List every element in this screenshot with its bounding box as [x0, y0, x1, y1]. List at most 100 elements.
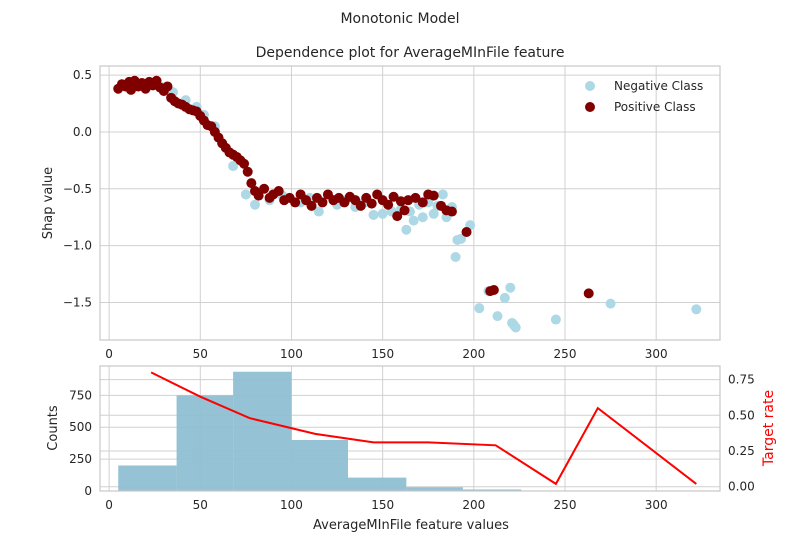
scatter-point: [550, 314, 561, 325]
histogram-bar: [348, 477, 407, 491]
scatter-point: [505, 282, 516, 293]
dependence-plot-grid: [100, 66, 720, 340]
histogram-bar: [233, 371, 292, 491]
y-tick-label: 250: [69, 452, 92, 466]
scatter-point: [250, 199, 260, 210]
x-tick-label: 300: [645, 498, 668, 512]
histogram-bar: [462, 489, 522, 491]
histogram-bar: [176, 395, 234, 491]
dependence-plot-frame: [99, 65, 721, 341]
scatter-point: [355, 200, 366, 211]
scatter-point: [273, 186, 284, 197]
x-tick-label: 200: [462, 498, 485, 512]
scatter-point: [510, 322, 521, 333]
scatter-point: [410, 192, 421, 203]
scatter-point: [240, 189, 251, 200]
scatter-point: [253, 190, 264, 201]
scatter-point: [313, 206, 324, 217]
scatter-point: [446, 206, 457, 217]
x-tick-label: 250: [554, 498, 577, 512]
scatter-point: [583, 288, 594, 299]
target-rate-line: [150, 371, 697, 486]
scatter-point: [428, 208, 439, 219]
x-tick-label: 300: [645, 347, 668, 361]
scatter-point: [228, 161, 239, 172]
y2-tick-label: 0.00: [728, 480, 755, 494]
scatter-point: [377, 208, 388, 219]
histogram-bar: [118, 465, 177, 491]
scatter-point: [417, 212, 428, 223]
dependence-plot-y-label: Shap value: [41, 167, 56, 239]
scatter-point: [499, 292, 510, 303]
histogram-y2-ticks: 0.00 0.25 0.50 0.75: [728, 373, 755, 494]
scatter-point: [450, 252, 461, 263]
x-tick-label: 150: [371, 498, 394, 512]
x-tick-label: 0: [105, 347, 113, 361]
legend-marker: [585, 102, 595, 112]
scatter-point: [605, 298, 616, 309]
scatter-point: [259, 183, 270, 194]
scatter-point: [246, 178, 257, 189]
y-tick-label: −1.5: [63, 295, 92, 309]
scatter-point: [317, 197, 328, 208]
y-tick-label: 0.0: [73, 125, 92, 139]
scatter-point: [290, 197, 301, 208]
histogram-x-ticks: 0 50 100 150 200 250 300: [105, 498, 667, 512]
y-tick-label: 0: [84, 484, 92, 498]
scatter-point: [383, 199, 394, 210]
scatter-point: [691, 304, 702, 315]
y-tick-label: 750: [69, 388, 92, 402]
scatter-point: [392, 211, 403, 222]
histogram-x-label: AverageMInFile feature values: [313, 518, 509, 533]
y2-tick-label: 0.25: [728, 444, 755, 458]
scatter-point: [306, 200, 317, 211]
y2-tick-label: 0.75: [728, 373, 755, 387]
x-tick-label: 100: [280, 347, 303, 361]
scatter-point: [488, 284, 499, 295]
x-tick-label: 0: [105, 498, 113, 512]
scatter-point: [239, 158, 250, 169]
histogram-plot: 0 50 100 150 200 250 300 0 250 500 750 0.00 0.25 0.…: [46, 365, 777, 533]
x-tick-label: 50: [193, 498, 208, 512]
figure-suptitle: Monotonic Model: [340, 11, 459, 27]
legend-label: Negative Class: [614, 79, 703, 93]
y-tick-label: −0.5: [63, 182, 92, 196]
histogram-y2-label: Target rate: [761, 390, 777, 467]
scatter-point: [474, 303, 485, 314]
scatter-point: [461, 226, 472, 237]
scatter-point: [366, 198, 377, 209]
scatter-point: [242, 166, 253, 177]
scatter-point: [388, 191, 399, 202]
scatter-point: [162, 81, 173, 92]
scatter-point: [428, 190, 439, 201]
legend-label: Positive Class: [614, 100, 696, 114]
dependence-plot-title: Dependence plot for AverageMInFile featu…: [256, 45, 565, 61]
legend-marker: [585, 81, 595, 91]
scatter-point: [401, 224, 412, 235]
dependence-plot-y-ticks: 0.5 0.0 −0.5 −1.0 −1.5: [63, 68, 92, 309]
histogram-y-label: Counts: [46, 405, 61, 451]
scatter-point: [399, 205, 410, 216]
histogram-y-ticks: 0 250 500 750: [69, 388, 92, 498]
histogram-bar: [291, 439, 348, 491]
y-tick-label: 0.5: [73, 68, 92, 82]
dependence-plot-points: [113, 75, 702, 333]
scatter-point: [456, 233, 467, 244]
scatter-point: [368, 209, 379, 220]
histogram-bars: [118, 371, 697, 491]
scatter-point: [492, 311, 503, 322]
x-tick-label: 50: [193, 347, 208, 361]
y-tick-label: 500: [69, 420, 92, 434]
legend: Negative Class Positive Class: [585, 79, 703, 114]
x-tick-label: 200: [462, 347, 485, 361]
scatter-point: [437, 189, 448, 200]
dependence-plot-x-ticks: 0 50 100 150 200 250 300: [105, 347, 667, 361]
x-tick-label: 100: [280, 498, 303, 512]
scatter-point: [417, 197, 428, 208]
y-tick-label: −1.0: [63, 239, 92, 253]
scatter-point: [408, 215, 419, 226]
dependence-plot: Dependence plot for AverageMInFile featu…: [41, 45, 721, 361]
x-tick-label: 150: [371, 347, 394, 361]
x-tick-label: 250: [554, 347, 577, 361]
